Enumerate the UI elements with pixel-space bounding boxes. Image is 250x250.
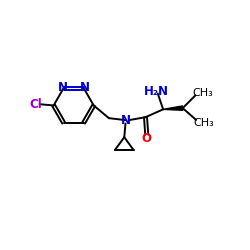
Text: N: N <box>120 114 130 126</box>
Text: CH₃: CH₃ <box>194 118 214 128</box>
Polygon shape <box>163 106 183 110</box>
Text: Cl: Cl <box>29 98 42 111</box>
Text: N: N <box>58 80 68 94</box>
Text: O: O <box>142 132 152 145</box>
Text: H₂N: H₂N <box>144 85 169 98</box>
Text: CH₃: CH₃ <box>193 88 214 98</box>
Text: N: N <box>80 80 90 94</box>
